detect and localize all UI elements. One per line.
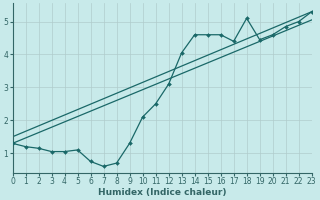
X-axis label: Humidex (Indice chaleur): Humidex (Indice chaleur) — [98, 188, 226, 197]
